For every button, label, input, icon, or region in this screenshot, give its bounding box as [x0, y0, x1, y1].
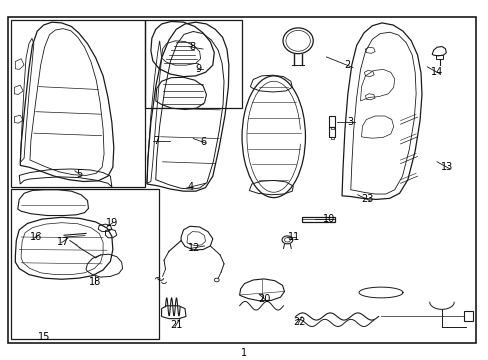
Text: 11: 11 [287, 232, 299, 242]
Bar [328, 116, 334, 127]
Bar [330, 127, 333, 129]
Bar [328, 127, 334, 138]
Text: 22: 22 [292, 317, 305, 327]
Text: 20: 20 [258, 294, 270, 304]
Text: 2: 2 [343, 60, 349, 70]
Text: 21: 21 [170, 320, 182, 330]
Text: 23: 23 [361, 194, 373, 204]
Text: 6: 6 [200, 137, 206, 147]
Text: 9: 9 [195, 64, 202, 75]
Bar [330, 138, 333, 139]
Text: 12: 12 [188, 243, 200, 253]
Text: 18: 18 [88, 277, 101, 287]
Text: 5: 5 [77, 169, 82, 179]
Bar [11, 21, 144, 187]
Text: 15: 15 [39, 332, 51, 342]
Text: 16: 16 [30, 232, 42, 242]
Text: 13: 13 [440, 162, 452, 172]
Bar [302, 217, 334, 222]
Text: 17: 17 [57, 237, 69, 247]
Text: 10: 10 [322, 214, 334, 224]
Text: 19: 19 [105, 219, 118, 228]
Bar [11, 189, 159, 339]
Text: 14: 14 [430, 67, 442, 77]
Text: 7: 7 [153, 136, 160, 147]
Text: 8: 8 [189, 42, 195, 52]
Text: 1: 1 [241, 348, 247, 358]
Bar [435, 55, 442, 59]
Text: 3: 3 [347, 117, 353, 127]
Text: 4: 4 [187, 182, 194, 192]
Bar [463, 311, 472, 321]
Bar [144, 21, 242, 108]
